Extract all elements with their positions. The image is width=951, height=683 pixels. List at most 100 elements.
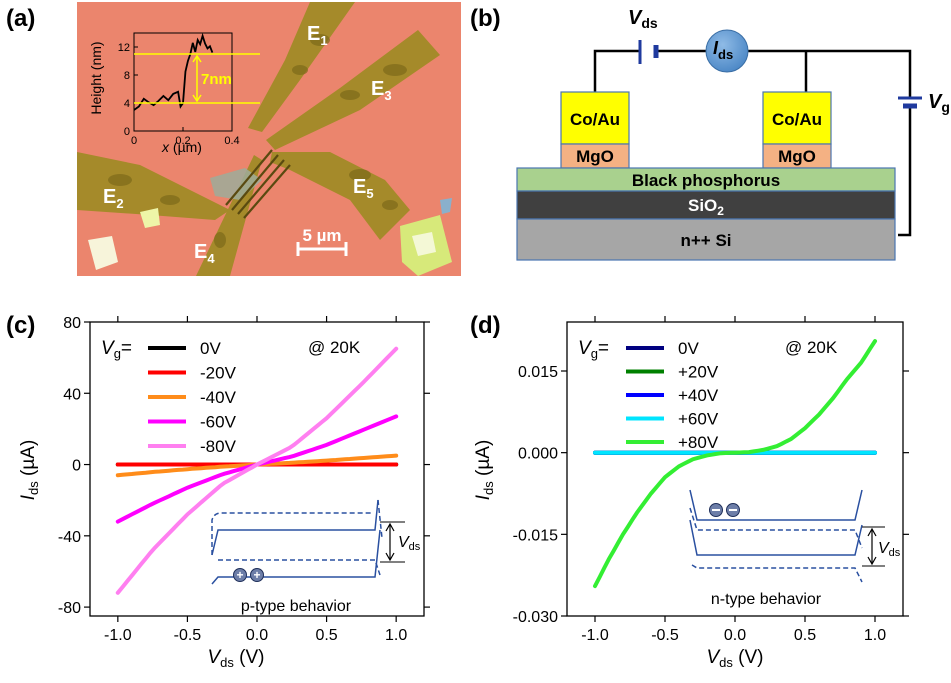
contact-right: [762, 91, 832, 145]
label-e3: E3: [371, 78, 392, 103]
y-tick-label: -0.030: [513, 609, 558, 626]
vds-label: Vds: [628, 7, 658, 31]
panel-c-label: (c): [6, 312, 35, 339]
x-tick-label: -0.5: [174, 627, 202, 644]
legend-c: 0V -20V -40V -60V -80V: [148, 339, 237, 456]
barrier-right: [762, 143, 832, 169]
inset-ytick-label: 12: [118, 42, 130, 54]
panel-d-label: (d): [470, 312, 501, 339]
band-diagram-n: [689, 489, 885, 583]
x-tick-label: -1.0: [581, 627, 609, 644]
inset-ytick-label: 0: [124, 126, 130, 138]
y-tick-label: 40: [63, 386, 81, 403]
plot-frame-d: [566, 321, 904, 617]
svg-text:+: +: [236, 568, 243, 582]
y-tick-label: 80: [63, 315, 81, 332]
step-height-label: 7nm: [201, 71, 232, 88]
panel-d: (d) -1.0 -0.5 0.0 0.5 1.0 -0.030 -0.015 0.000 0.…: [470, 312, 909, 670]
vg-battery: [898, 96, 922, 109]
label-e2: E2: [103, 186, 124, 211]
panel-c: (c) -1.0 -0.5 0.0 0.5 1.0 -80 -40 0 40 80 Vds (V)…: [6, 312, 430, 670]
inset-ytick-label: 8: [124, 70, 130, 82]
bright-flake-1: [88, 236, 118, 270]
band-diagram-p: + +: [211, 499, 405, 585]
inset-xtick-label: 0.4: [224, 135, 239, 147]
legend-label: 0V: [200, 339, 221, 358]
x-tick-label: 0.5: [315, 627, 337, 644]
legend-label: -20V: [200, 364, 237, 383]
step-arrow-heads: [192, 54, 202, 103]
chart-c: -1.0 -0.5 0.0 0.5 1.0 -80 -40 0 40 80: [58, 315, 430, 644]
height-profile-line: [133, 32, 214, 111]
series-line-80V: [593, 339, 877, 589]
layer-sio2: [516, 190, 896, 220]
legend-label: +80V: [678, 433, 719, 452]
inset-text-d: n-type behavior: [711, 591, 822, 608]
x-tick-label: -0.5: [651, 627, 679, 644]
y-tick-label: 0: [72, 458, 81, 475]
ylabel-c: Ids (µA): [18, 440, 41, 501]
legend-title-d: Vg=: [578, 338, 609, 361]
micrograph: E1 E2 E3 E4 E5 5 µm Height (nm) x (µm) 7…: [77, 2, 461, 276]
panel-b: (b) Vds Ids Vg Co/Au Co/Au MgO: [470, 5, 950, 261]
svg-text:Co/Au: Co/Au: [570, 110, 620, 129]
x-tick-label: -1.0: [104, 627, 132, 644]
xlabel-c: Vds (V): [207, 647, 264, 670]
ids-label: Ids: [713, 38, 733, 62]
scale-bar: 5 µm: [296, 226, 348, 256]
ylabel-d: Ids (µA): [473, 440, 496, 501]
legend-title-c: Vg=: [101, 338, 132, 361]
legend-d: 0V +20V +40V +60V +80V: [626, 339, 719, 452]
temperature-d: @ 20K: [785, 338, 838, 357]
ids-meter-icon: [705, 29, 749, 73]
inset-text-c: p-type behavior: [241, 598, 352, 615]
inset-ylabel: Height (nm): [88, 41, 104, 114]
legend-label: +60V: [678, 410, 719, 429]
svg-text:Co/Au: Co/Au: [772, 110, 822, 129]
svg-text:+: +: [253, 568, 260, 582]
x-tick-label: 0.0: [724, 627, 746, 644]
label-e5: E5: [353, 176, 374, 201]
inset-xtick-label: 0.2: [175, 135, 190, 147]
xlabel-d: Vds (V): [706, 647, 763, 670]
panel-a: (a): [6, 2, 461, 276]
legend-label: -80V: [200, 437, 237, 456]
afm-inset: Height (nm) x (µm) 7nm 0 4 8 12 0 0.2 0.4: [88, 32, 260, 155]
layer-substrate: [516, 218, 896, 261]
x-tick-label: 1.0: [864, 627, 886, 644]
x-tick-label: 0.0: [246, 627, 268, 644]
series-line-80V: [115, 346, 399, 595]
circuit-wires: [593, 49, 912, 237]
inset-xtick-label: 0: [131, 135, 137, 147]
y-tick-label: 0.015: [518, 364, 558, 381]
y-tick-label: -80: [58, 600, 81, 617]
svg-text:n++ Si: n++ Si: [680, 231, 731, 250]
vg-label: Vg: [928, 91, 950, 115]
y-tick-label: 0.000: [518, 446, 558, 463]
y-tick-label: -40: [58, 529, 81, 546]
sio2-label: SiO2: [688, 196, 724, 218]
label-e1: E1: [307, 23, 328, 48]
vds-battery: [638, 40, 659, 64]
x-tick-label: 1.0: [385, 627, 407, 644]
label-e4: E4: [194, 241, 215, 266]
svg-text:Black phosphorus: Black phosphorus: [632, 171, 780, 190]
svg-text:5 µm: 5 µm: [302, 226, 341, 245]
bright-flake-2: [140, 208, 160, 228]
y-tick-label: -0.015: [513, 527, 558, 544]
temperature-c: @ 20K: [308, 338, 361, 357]
inset-ytick-label: 4: [124, 98, 130, 110]
panel-a-label: (a): [6, 5, 35, 32]
series-line-60V: [115, 414, 399, 524]
inset-vds-c: Vds: [398, 534, 421, 553]
x-tick-label: 0.5: [794, 627, 816, 644]
chart-d: -1.0 -0.5 0.0 0.5 1.0 -0.030 -0.015 0.000 0.015: [513, 316, 909, 644]
legend-label: -40V: [200, 388, 237, 407]
inset-xlabel: x (µm): [161, 139, 202, 155]
electrode-e2: [77, 152, 230, 220]
svg-text:MgO: MgO: [576, 147, 614, 166]
legend-label: -60V: [200, 413, 237, 432]
inset-vds-d: Vds: [878, 540, 901, 559]
legend-label: +40V: [678, 386, 719, 405]
